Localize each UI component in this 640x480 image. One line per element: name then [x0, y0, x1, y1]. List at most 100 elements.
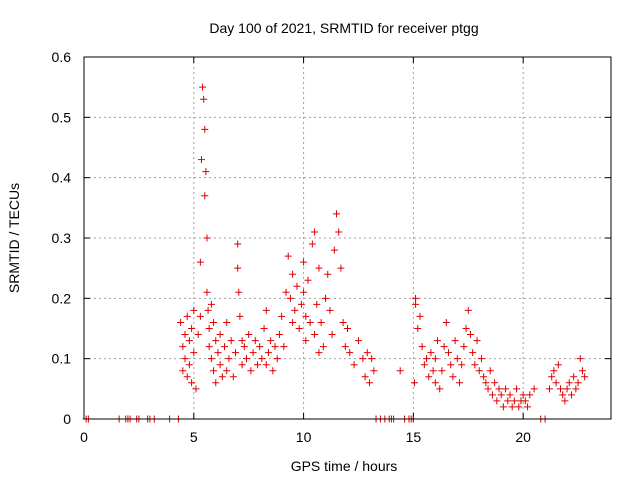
- data-point: [574, 379, 582, 387]
- data-point: [289, 318, 297, 326]
- data-point: [396, 367, 404, 375]
- chart-title: Day 100 of 2021, SRMTID for receiver ptg…: [209, 20, 478, 36]
- data-point: [567, 391, 575, 399]
- data-point: [286, 294, 294, 302]
- data-point: [412, 294, 420, 302]
- data-point: [280, 343, 288, 351]
- data-point: [333, 210, 341, 218]
- data-point: [295, 325, 303, 332]
- data-point: [183, 373, 191, 381]
- data-point: [488, 391, 496, 399]
- data-point: [442, 318, 450, 326]
- data-point: [315, 264, 323, 272]
- data-point: [218, 373, 226, 381]
- data-point: [363, 349, 371, 357]
- data-point: [251, 337, 259, 345]
- data-point: [570, 373, 578, 381]
- data-point: [559, 391, 567, 399]
- data-point: [273, 355, 281, 363]
- data-point: [502, 385, 510, 393]
- data-point: [449, 373, 457, 381]
- data-point: [200, 95, 208, 103]
- data-point: [199, 83, 207, 91]
- data-point: [196, 258, 204, 266]
- data-point: [227, 337, 235, 345]
- data-point: [495, 385, 503, 393]
- data-point: [179, 343, 187, 351]
- data-point: [315, 349, 323, 357]
- data-point: [337, 264, 345, 272]
- data-point: [515, 403, 523, 411]
- data-point: [434, 337, 442, 345]
- data-point: [212, 337, 220, 345]
- data-point: [194, 331, 202, 339]
- data-point: [552, 379, 560, 387]
- data-point: [460, 343, 468, 351]
- data-point: [410, 379, 418, 387]
- data-point: [565, 379, 573, 387]
- axis-tick-labels: 0 0.1 0.2 0.3 0.4 0.5 0.6 0 5 10 15 20: [52, 49, 532, 445]
- x-tick-label: 10: [296, 429, 312, 445]
- data-point: [370, 367, 378, 375]
- data-point: [275, 331, 283, 339]
- data-point: [223, 318, 231, 326]
- data-point: [249, 349, 257, 357]
- data-point: [212, 379, 220, 387]
- y-tick-label: 0.2: [52, 290, 72, 306]
- data-point: [578, 367, 586, 375]
- data-point: [429, 367, 437, 375]
- data-point: [491, 379, 499, 387]
- data-point: [300, 258, 308, 266]
- x-tick-label: 5: [190, 429, 198, 445]
- data-point: [414, 325, 422, 332]
- data-point: [335, 228, 343, 236]
- data-point: [229, 373, 237, 381]
- x-tick-label: 20: [515, 429, 531, 445]
- data-point: [297, 300, 305, 308]
- data-point: [519, 391, 527, 399]
- axis-ticks: [83, 56, 611, 420]
- data-point: [190, 306, 198, 314]
- data-point: [576, 355, 584, 363]
- data-point: [207, 300, 215, 308]
- data-point: [311, 331, 319, 339]
- data-point: [207, 355, 215, 363]
- data-point: [271, 343, 279, 351]
- data-point: [445, 349, 453, 357]
- data-point: [216, 361, 224, 369]
- data-point: [572, 385, 580, 393]
- data-point: [464, 306, 472, 314]
- data-point: [319, 343, 327, 351]
- data-point: [546, 385, 554, 393]
- data-point: [330, 246, 338, 254]
- data-point: [324, 270, 332, 278]
- data-point: [262, 306, 270, 314]
- data-point: [306, 318, 314, 326]
- data-point: [480, 373, 488, 381]
- data-point: [201, 125, 209, 133]
- data-point: [214, 349, 222, 357]
- y-tick-label: 0.1: [52, 351, 72, 367]
- data-point: [344, 325, 351, 332]
- data-point: [322, 294, 330, 302]
- data-point: [524, 403, 532, 411]
- data-point: [205, 343, 213, 351]
- data-point: [188, 325, 196, 332]
- data-point: [440, 343, 448, 351]
- data-point: [453, 355, 461, 363]
- data-point: [304, 276, 312, 284]
- data-point: [225, 355, 233, 363]
- data-point: [238, 361, 246, 369]
- data-point: [258, 355, 266, 363]
- data-point: [192, 385, 200, 393]
- data-point: [201, 192, 209, 200]
- data-point: [247, 367, 255, 375]
- data-point: [462, 325, 470, 332]
- data-point: [234, 240, 242, 248]
- data-point: [339, 318, 347, 326]
- data-point: [508, 403, 516, 411]
- data-point: [423, 355, 431, 363]
- y-axis-label: SRMTID / TECUs: [6, 183, 22, 293]
- data-point: [513, 385, 521, 393]
- data-point: [354, 337, 362, 345]
